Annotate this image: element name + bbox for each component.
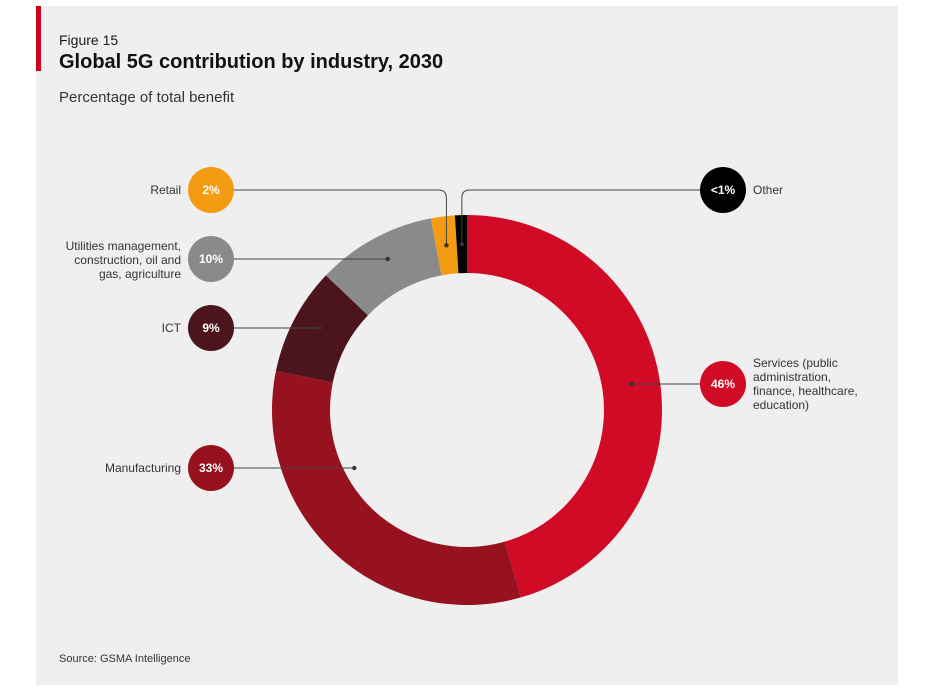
figure-label: Figure 15 [59, 32, 119, 48]
value-label-manufacturing: 33% [199, 461, 223, 475]
slice-utilities-management [325, 218, 442, 316]
value-badge-ict [188, 305, 234, 351]
value-badge-utilities-management [188, 236, 234, 282]
chart-subtitle: Percentage of total benefit [59, 89, 235, 106]
category-label-services-public: Services (public administration, finance, … [753, 356, 858, 412]
category-label-manufacturing: Manufacturing [105, 461, 181, 475]
leader-line-other [461, 189, 701, 245]
leader-dot-retail [444, 243, 449, 248]
leader-dot-other [459, 241, 465, 247]
value-label-services-public: 46% [711, 377, 735, 391]
leader-dot-utilities-management [385, 256, 390, 262]
value-badge-services-public [700, 361, 746, 407]
leader-dot-manufacturing [352, 465, 357, 471]
slice-ict [275, 275, 368, 383]
value-label-ict: 9% [202, 321, 220, 335]
leader-line-retail [233, 189, 447, 246]
category-label-utilities-management: Utilities management, construction, oil a… [66, 239, 182, 281]
category-label-ict: ICT [162, 321, 182, 335]
value-label-retail: 2% [202, 183, 220, 197]
value-label-utilities-management: 10% [199, 252, 223, 266]
category-label-retail: Retail [150, 183, 181, 197]
value-badge-other [700, 167, 746, 213]
leader-dot-services-public [629, 381, 634, 387]
chart-title: Global 5G contribution by industry, 2030 [59, 51, 444, 73]
category-label-other: Other [753, 183, 783, 197]
value-badge-retail [188, 167, 234, 213]
accent-bar [36, 6, 41, 71]
slice-services-public [467, 215, 663, 598]
value-badge-manufacturing [188, 445, 234, 491]
slice-manufacturing [271, 370, 521, 605]
source-note: Source: GSMA Intelligence [59, 653, 191, 665]
value-label-other: <1% [711, 183, 736, 197]
leader-dot-ict [317, 325, 323, 331]
